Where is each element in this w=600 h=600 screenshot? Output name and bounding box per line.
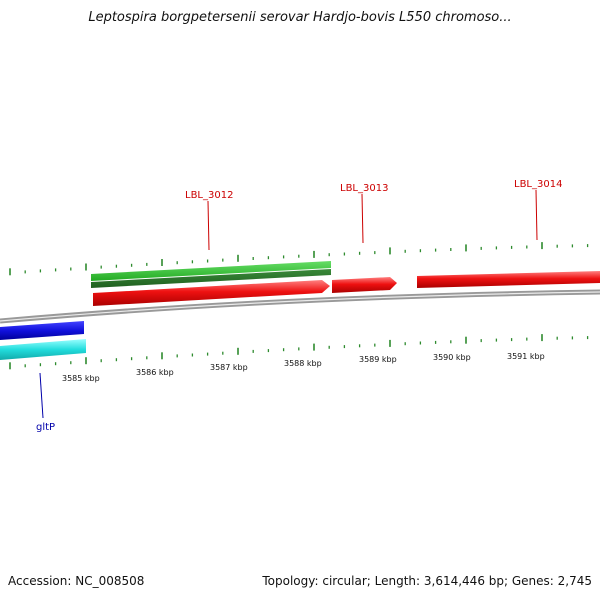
gene-arrow-lbl-3012[interactable] [93,280,330,306]
genome-summary-text: Topology: circular; Length: 3,614,446 bp… [262,574,592,588]
genome-backbone-highlight [0,291,600,322]
forward-feature-dark-green [91,269,331,288]
ruler-label-3585: 3585 kbp [62,374,100,383]
gene-label-lbl-3014[interactable]: LBL_3014 [514,179,562,190]
ruler-label-3587: 3587 kbp [210,363,248,372]
gene-arrow-lbl-3014[interactable] [417,271,600,288]
ruler-ticks-upper [9,242,589,276]
gene-leader-lbl-3014 [535,189,538,241]
genome-backbone [0,289,600,324]
forward-feature-green [91,261,331,281]
ruler-label-3590: 3590 kbp [433,353,471,362]
ruler-ticks-lower [9,334,589,370]
gene-leader-lbl-3012 [207,200,210,251]
ruler-label-3589: 3589 kbp [359,355,397,364]
ruler-label-3586: 3586 kbp [136,368,174,377]
gene-label-gltp[interactable]: gltP [36,422,55,433]
ruler-label-3588: 3588 kbp [284,359,322,368]
gene-leader-lbl-3013 [361,193,364,244]
gene-arrow-gltp[interactable] [0,339,86,360]
page-title: Leptospira borgpetersenii serovar Hardjo… [88,10,512,25]
gene-label-lbl-3013[interactable]: LBL_3013 [340,183,388,194]
reverse-cds-blue [0,321,84,340]
accession-text: Accession: NC_008508 [8,574,145,588]
gene-arrow-lbl-3013[interactable] [332,277,397,293]
gene-leader-gltp [39,372,44,419]
ruler-label-3591: 3591 kbp [507,352,545,361]
gene-label-lbl-3012[interactable]: LBL_3012 [185,190,233,201]
